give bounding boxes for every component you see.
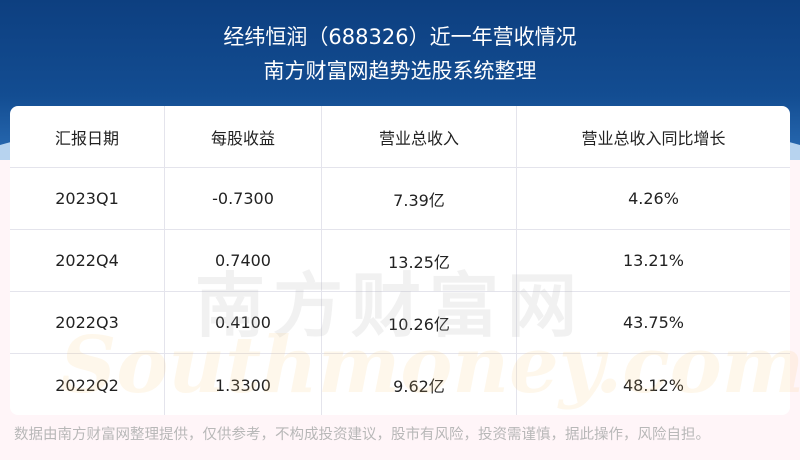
page-title: 经纬恒润（688326）近一年营收情况 bbox=[223, 25, 577, 49]
table-cell: 43.75% bbox=[622, 313, 684, 332]
revenue-table: 汇报日期 每股收益 营业总收入 营业总收入同比增长 2023Q1 -0.7300… bbox=[10, 106, 790, 415]
table-cell: 0.7400 bbox=[165, 230, 322, 291]
column-header: 营业总收入同比增长 bbox=[581, 128, 726, 148]
table-cell: -0.7300 bbox=[165, 168, 322, 229]
table-cell: 7.39亿 bbox=[322, 168, 517, 229]
table-cell: 13.25亿 bbox=[322, 230, 517, 291]
page-subtitle: 南方财富网趋势选股系统整理 bbox=[263, 59, 537, 83]
table-row: 2022Q3 0.4100 10.26亿 43.75% bbox=[10, 292, 790, 354]
table-cell: 48.12% bbox=[622, 375, 684, 395]
table-cell: 2022Q3 bbox=[10, 292, 165, 353]
table-header-row: 汇报日期 每股收益 营业总收入 营业总收入同比增长 bbox=[10, 106, 790, 168]
table-cell: 10.26亿 bbox=[322, 292, 517, 353]
table-row: 2023Q1 -0.7300 7.39亿 4.26% bbox=[10, 168, 790, 230]
column-header: 每股收益 bbox=[165, 106, 322, 167]
table-cell: 1.3300 bbox=[165, 354, 322, 415]
table-cell: 13.21% bbox=[622, 251, 684, 270]
column-header: 汇报日期 bbox=[10, 106, 165, 167]
table-cell: 4.26% bbox=[628, 189, 679, 208]
table-cell: 2023Q1 bbox=[10, 168, 165, 229]
table-row: 2022Q4 0.7400 13.25亿 13.21% bbox=[10, 230, 790, 292]
table-row: 2022Q2 1.3300 9.62亿 48.12% bbox=[10, 354, 790, 415]
disclaimer: 数据由南方财富网整理提供，仅供参考，不构成投资建议，股市有风险，投资需谨慎，据此… bbox=[14, 427, 710, 443]
table-cell: 0.4100 bbox=[165, 292, 322, 353]
table-cell: 2022Q4 bbox=[10, 230, 165, 291]
table-cell: 2022Q2 bbox=[10, 354, 165, 415]
column-header: 营业总收入 bbox=[322, 106, 517, 167]
table-cell: 9.62亿 bbox=[322, 354, 517, 415]
